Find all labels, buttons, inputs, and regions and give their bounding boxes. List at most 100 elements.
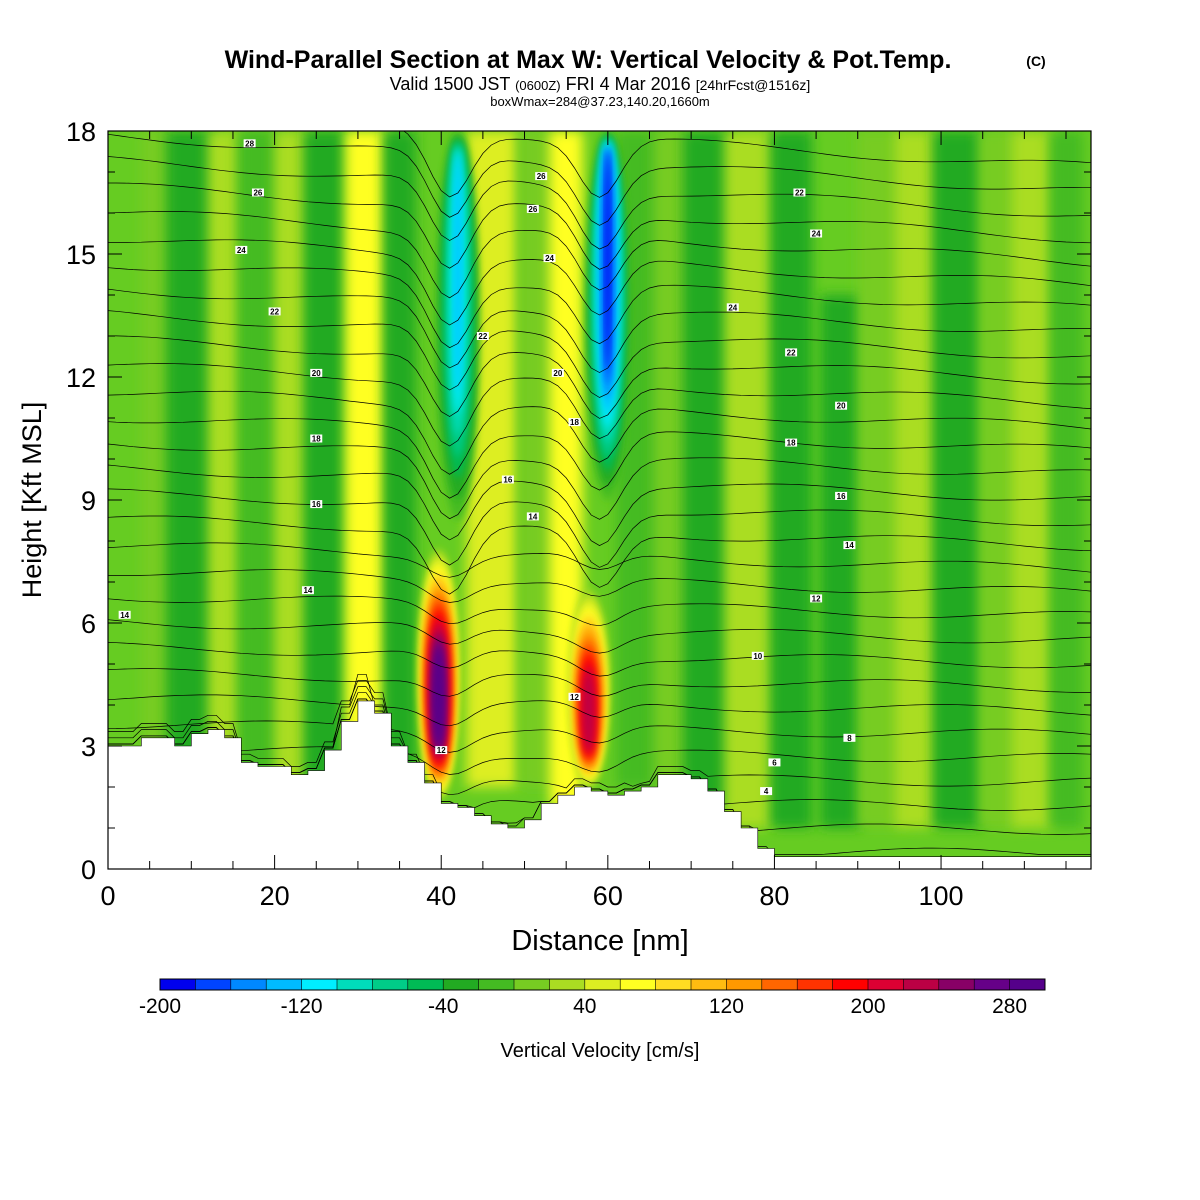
plot-area: 14 28 26 24 22 20 18 16 14 26 26 24 22 20 18 16 14 12 12 22…: [108, 131, 1091, 869]
isentrope-label: 26: [537, 172, 546, 181]
isentrope-label: 16: [503, 476, 512, 485]
isentrope-line: [108, 133, 1091, 226]
isentrope-line: [108, 418, 1091, 499]
isentrope-label-bg: [310, 500, 323, 509]
colorbar-swatch: [868, 979, 904, 990]
isentrope-line: [108, 680, 1091, 753]
isentrope-line: [108, 363, 1091, 447]
colorbar-swatch: [903, 979, 940, 990]
isentrope-label: 22: [787, 348, 796, 357]
y-tick-label: 9: [81, 486, 96, 516]
colorbar-swatch: [160, 979, 196, 990]
isentrope-line: [108, 686, 1091, 775]
isentrope-label: 6: [772, 758, 777, 767]
field-band: [895, 131, 937, 828]
isentrope-line: [108, 698, 1091, 811]
isentrope-label-bg: [235, 245, 248, 254]
isentrope-line: [108, 288, 1091, 373]
isentrope-line: [108, 642, 1091, 677]
field-band: [303, 131, 346, 828]
isentrope-label: 14: [845, 541, 854, 550]
colorbar-swatch: [938, 979, 975, 990]
isentrope-label: 16: [312, 500, 321, 509]
isentrope-line: [108, 569, 1091, 603]
colorbar-swatch: [230, 979, 267, 990]
isentrope-label: 24: [545, 254, 554, 263]
x-tick-label: 80: [759, 881, 789, 911]
isentrope-label: 8: [847, 734, 852, 743]
isentrope-label-bg: [751, 651, 764, 660]
isentrope-label-bg: [551, 368, 564, 377]
y-axis-label: Height [Kft MSL]: [17, 402, 47, 599]
field-band: [237, 131, 279, 849]
zulu-time: (0600Z): [515, 78, 561, 93]
isentrope-label-bg: [435, 746, 448, 755]
colorbar-tick-label: 40: [573, 995, 596, 1018]
isentrope-line: [108, 542, 1091, 578]
x-axis-label: Distance [nm]: [511, 925, 688, 957]
y-tick-label: 3: [81, 732, 96, 762]
downdraft-core: [454, 153, 461, 393]
colorbar-swatch: [797, 979, 833, 990]
isentrope-label: 10: [753, 652, 762, 661]
colorbar-tick-label: -120: [281, 995, 323, 1018]
isentrope-label: 24: [237, 246, 246, 255]
valid-prefix: Valid 1500 JST: [390, 74, 511, 94]
isentrope-label: 26: [253, 189, 262, 198]
colorbar-swatch: [301, 979, 338, 990]
isentrope-line: [108, 488, 1091, 568]
isentrope-label-bg: [568, 418, 581, 427]
field-band: [770, 131, 812, 828]
isentrope-label-bg: [843, 541, 856, 550]
isentrope-label: 28: [245, 139, 254, 148]
isentrope-label: 18: [787, 439, 796, 448]
field-band: [724, 131, 775, 828]
isentrope-line: [108, 182, 1091, 270]
isentrope-label: 12: [570, 693, 579, 702]
forecast-info: [24hrFcst@1516z]: [696, 77, 811, 93]
colorbar-swatch: [443, 979, 479, 990]
isentrope-label-bg: [535, 172, 548, 181]
isentrope-label: 14: [120, 611, 129, 620]
isentrope-label-bg: [310, 434, 323, 443]
isentrope-label-bg: [726, 303, 739, 312]
isentrope-line: [108, 515, 1091, 595]
isentrope-label-bg: [793, 188, 806, 197]
isentrope-label: 12: [437, 746, 446, 755]
isentrope-line: [108, 673, 1091, 727]
isentrope-label-bg: [785, 438, 798, 447]
isentrope-label-bg: [810, 594, 823, 603]
isentrope-line: [108, 668, 1091, 697]
valid-time-line: Valid 1500 JST (0600Z) FRI 4 Mar 2016 [2…: [390, 74, 811, 94]
y-tick-label: 18: [66, 117, 96, 147]
isentrope-label-bg: [310, 368, 323, 377]
downdraft-core: [605, 150, 610, 370]
valid-date: FRI 4 Mar 2016: [566, 74, 691, 94]
isentrope-label-bg: [810, 229, 823, 238]
isentrope-line: [108, 464, 1091, 546]
x-tick-label: 0: [100, 881, 115, 911]
isentrope-label-bg: [526, 204, 539, 213]
colorbar-swatch: [655, 979, 692, 990]
isentrope-label: 22: [270, 307, 279, 316]
isentrope-label-bg: [785, 348, 798, 357]
isentrope-label-bg: [118, 610, 131, 619]
colorbar-label: Vertical Velocity [cm/s]: [501, 1040, 700, 1062]
x-tick-label: 60: [593, 881, 623, 911]
colorbar-swatch: [195, 979, 232, 990]
y-tick-label: 0: [81, 855, 96, 885]
colorbar-swatch: [832, 979, 869, 990]
x-tick-label: 20: [260, 881, 290, 911]
isentrope-label: 26: [528, 205, 537, 214]
isentrope-label-bg: [543, 254, 556, 263]
field-band: [932, 131, 983, 828]
updraft-core: [434, 647, 444, 747]
box-info: boxWmax=284@37.23,140.20,1660m: [490, 94, 710, 109]
isentrope-label: 22: [478, 332, 487, 341]
y-tick-label: 15: [66, 240, 96, 270]
colorbar-swatch: [407, 979, 444, 990]
chart-title: Wind-Parallel Section at Max W: Vertical…: [225, 46, 952, 74]
isentrope-line: [403, 131, 1091, 198]
isentrope-label: 22: [795, 189, 804, 198]
